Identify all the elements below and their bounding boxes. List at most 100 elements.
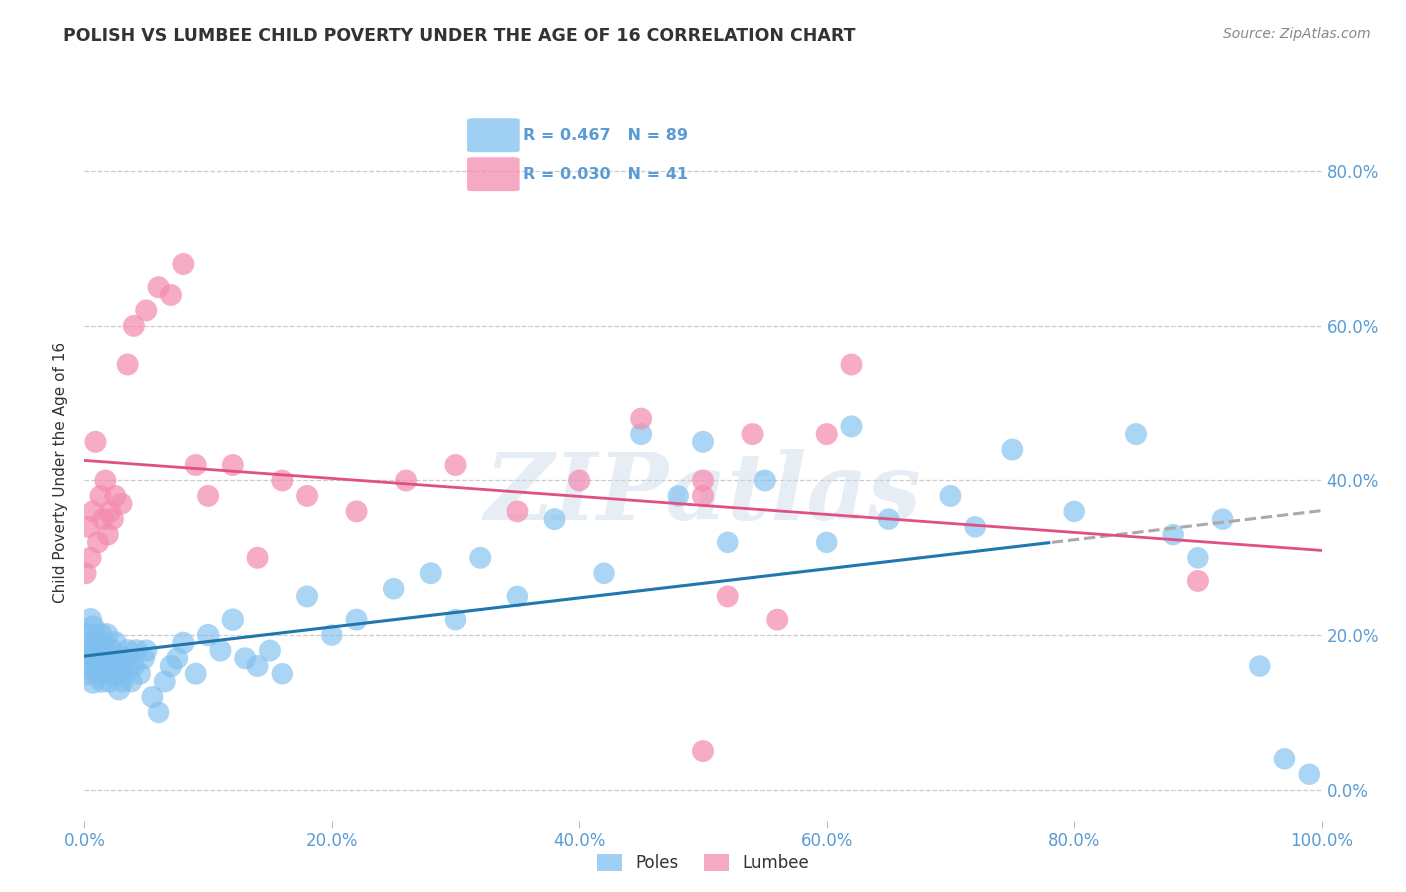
Point <box>197 489 219 503</box>
Point <box>101 666 124 681</box>
Point <box>246 659 269 673</box>
Point <box>79 550 101 565</box>
Point <box>77 628 100 642</box>
Point <box>346 504 368 518</box>
Point <box>1063 504 1085 518</box>
Point <box>246 550 269 565</box>
Point <box>118 659 141 673</box>
Text: Source: ZipAtlas.com: Source: ZipAtlas.com <box>1223 27 1371 41</box>
Point <box>96 659 118 673</box>
Point <box>1298 767 1320 781</box>
Point <box>1274 752 1296 766</box>
Point <box>717 590 740 604</box>
Point <box>129 666 152 681</box>
Point <box>103 651 125 665</box>
Point <box>321 628 343 642</box>
Point <box>79 613 101 627</box>
Point <box>87 535 110 549</box>
Point <box>222 613 245 627</box>
Point <box>233 651 256 665</box>
Point <box>382 582 405 596</box>
Point <box>197 628 219 642</box>
Point <box>125 643 148 657</box>
Point <box>184 666 207 681</box>
Y-axis label: Child Poverty Under the Age of 16: Child Poverty Under the Age of 16 <box>53 343 69 603</box>
FancyBboxPatch shape <box>467 119 520 153</box>
Point <box>97 651 120 665</box>
Point <box>692 489 714 503</box>
Point <box>90 674 112 689</box>
Point <box>877 512 900 526</box>
Point <box>114 666 136 681</box>
Point <box>295 590 318 604</box>
Point <box>841 358 863 372</box>
Point <box>346 613 368 627</box>
Point <box>104 489 127 503</box>
Point <box>89 643 111 657</box>
Point <box>395 474 418 488</box>
Point <box>97 527 120 541</box>
Point <box>108 682 131 697</box>
Point <box>506 590 529 604</box>
Point <box>271 666 294 681</box>
Point <box>1125 427 1147 442</box>
Point <box>209 643 232 657</box>
Point <box>815 535 838 549</box>
Point <box>766 613 789 627</box>
Point <box>100 643 122 657</box>
Point <box>1187 550 1209 565</box>
Point <box>593 566 616 581</box>
Point <box>1249 659 1271 673</box>
Point <box>105 666 128 681</box>
Legend: Poles, Lumbee: Poles, Lumbee <box>591 847 815 879</box>
Point <box>444 458 467 472</box>
Point <box>148 706 170 720</box>
Point <box>692 434 714 449</box>
Point <box>172 636 194 650</box>
Point <box>84 434 107 449</box>
Point <box>75 566 97 581</box>
Point <box>259 643 281 657</box>
Point <box>76 666 98 681</box>
Point <box>98 674 121 689</box>
Point <box>91 636 114 650</box>
Point <box>754 474 776 488</box>
FancyBboxPatch shape <box>467 157 520 191</box>
Text: POLISH VS LUMBEE CHILD POVERTY UNDER THE AGE OF 16 CORRELATION CHART: POLISH VS LUMBEE CHILD POVERTY UNDER THE… <box>63 27 856 45</box>
Point <box>184 458 207 472</box>
Text: R = 0.467   N = 89: R = 0.467 N = 89 <box>523 128 688 143</box>
Point <box>295 489 318 503</box>
Point <box>86 666 108 681</box>
Point <box>91 651 114 665</box>
Point <box>117 358 139 372</box>
Point <box>271 474 294 488</box>
Point <box>117 643 139 657</box>
Point <box>110 666 132 681</box>
Point <box>444 613 467 627</box>
Point <box>666 489 689 503</box>
Point <box>110 659 132 673</box>
Point <box>717 535 740 549</box>
Point <box>172 257 194 271</box>
Point <box>107 651 129 665</box>
Point <box>89 489 111 503</box>
Point <box>120 674 142 689</box>
Point <box>77 520 100 534</box>
Point <box>841 419 863 434</box>
Point <box>630 427 652 442</box>
Point <box>75 643 97 657</box>
Point <box>965 520 987 534</box>
Point <box>91 512 114 526</box>
Point <box>692 474 714 488</box>
Point <box>419 566 441 581</box>
Point <box>82 674 104 689</box>
Point <box>101 512 124 526</box>
Point <box>160 288 183 302</box>
Point <box>79 651 101 665</box>
Point <box>1187 574 1209 588</box>
Point <box>630 411 652 425</box>
Point <box>112 651 135 665</box>
Point <box>1212 512 1234 526</box>
Point <box>110 497 132 511</box>
Point <box>741 427 763 442</box>
